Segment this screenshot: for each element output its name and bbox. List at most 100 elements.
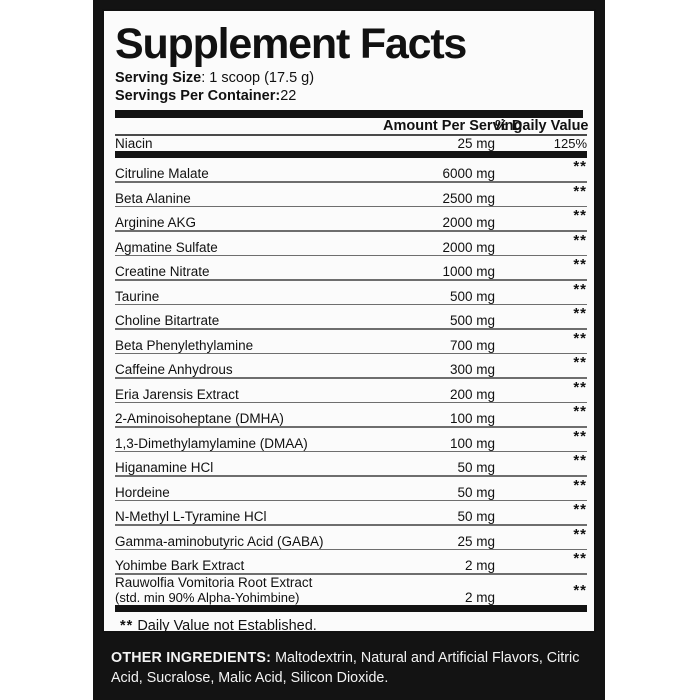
table-row: Citruline Malate 6000 mg ** [115,158,587,181]
ingredient-amount: 700 mg [449,337,495,353]
ingredient-amount: 50 mg [457,509,495,524]
table-row: Arginine AKG 2000 mg ** [115,207,587,230]
row-separator [115,230,587,232]
ingredient-name: Eria Jarensis Extract [115,386,239,402]
ingredient-amount: 100 mg [449,435,495,451]
ingredient-daily-value: ** [573,427,587,445]
table-row: Higanamine HCl 50 mg ** [115,452,587,475]
supplement-facts-box: Supplement Facts Serving Size: 1 scoop (… [102,9,596,634]
ingredient-daily-value: ** [573,280,587,298]
table-row: Caffeine Anhydrous 300 mg ** [115,354,587,377]
row-separator [115,303,587,305]
row-separator [115,401,587,403]
ingredient-daily-value: 125% [553,136,587,151]
ingredient-amount: 300 mg [449,362,495,377]
other-ingredients-block: OTHER INGREDIENTS: Maltodextrin, Natural… [111,648,589,688]
ingredient-amount: 2000 mg [442,239,495,255]
ingredient-name: N-Methyl L-Tyramine HCl [115,509,267,524]
row-separator [115,352,587,354]
ingredient-name: Yohimbe Bark Extract [115,558,245,573]
table-row: 1,3-Dimethylamylamine (DMAA) 100 mg ** [115,428,587,451]
ingredient-daily-value: ** [573,378,587,396]
ingredient-amount: 2500 mg [442,190,495,206]
servings-per-container-value: 22 [280,88,297,104]
ingredient-amount: 1000 mg [442,264,495,279]
footnote-stars: ** [120,617,134,634]
ingredient-name: Citruline Malate [115,166,209,181]
table-row: Beta Phenylethylamine 700 mg ** [115,330,587,353]
ingredient-daily-value: ** [573,231,587,249]
ingredient-daily-value: ** [573,329,587,347]
ingredient-name-sub: (std. min 90% Alpha-Yohimbine) [115,589,300,605]
nutrition-table: Amount Per Serving % Daily Value Niacin 2… [115,118,589,612]
column-header-amount: Amount Per Serving [383,118,523,134]
ingredient-name: Higanamine HCl [115,460,214,475]
row-separator [115,181,587,183]
table-row: 2-Aminoisoheptane (DMHA) 100 mg ** [115,403,587,426]
ingredient-name: Rauwolfia Vomitoria Root Extract (std. mi… [115,575,383,605]
row-separator [115,151,587,158]
product-label-panel: Supplement Facts Serving Size: 1 scoop (… [93,0,605,700]
ingredient-amount: 500 mg [449,313,495,328]
table-header: Amount Per Serving % Daily Value [115,118,589,136]
ingredient-daily-value: ** [573,525,587,543]
ingredient-name: 1,3-Dimethylamylamine (DMAA) [115,435,308,451]
table-row: Niacin 25 mg 125% [115,136,587,151]
ingredient-name: Agmatine Sulfate [115,239,218,255]
table-row: Eria Jarensis Extract 200 mg ** [115,379,587,402]
ingredient-amount: 2000 mg [442,215,495,230]
ingredient-amount: 500 mg [449,288,495,304]
ingredient-daily-value: ** [573,581,587,599]
ingredient-amount: 25 mg [457,533,495,549]
ingredient-name: Gamma-aminobutyric Acid (GABA) [115,533,324,549]
ingredient-amount: 100 mg [449,411,495,426]
table-row: Hordeine 50 mg ** [115,477,587,500]
column-header-name [115,118,383,134]
serving-size-value: : 1 scoop (17.5 g) [201,70,315,86]
row-separator [115,426,587,428]
row-separator [115,450,587,452]
ingredient-name: Creatine Nitrate [115,264,210,279]
table-row: N-Methyl L-Tyramine HCl 50 mg ** [115,501,587,524]
row-separator [115,475,587,477]
ingredient-name: Taurine [115,288,160,304]
row-separator [115,524,587,526]
row-separator [115,548,587,550]
ingredient-daily-value: ** [573,550,587,567]
table-body: Niacin 25 mg 125% Citruline Malate 6000 mg **… [115,136,587,612]
table-row: Yohimbe Bark Extract 2 mg ** [115,550,587,573]
row-separator [115,328,587,330]
row-separator [115,499,587,501]
other-ingredients-text: Maltodextrin, Natural and Artificial Fla… [111,650,580,686]
footnote: ** Daily Value not Established. [115,612,583,634]
table-row: Choline Bitartrate 500 mg ** [115,305,587,328]
ingredient-amount: 2 mg [464,589,495,605]
ingredient-daily-value: ** [573,207,587,224]
ingredient-daily-value: ** [573,305,587,322]
ingredient-name: Caffeine Anhydrous [115,362,233,377]
table-row: Taurine 500 mg ** [115,281,587,304]
ingredient-name: Beta Phenylethylamine [115,337,254,353]
other-ingredients-label: OTHER INGREDIENTS: [111,650,272,666]
row-separator [115,279,587,281]
ingredient-name: Niacin [115,136,153,151]
ingredient-name: 2-Aminoisoheptane (DMHA) [115,411,284,426]
table-row: Rauwolfia Vomitoria Root Extract (std. mi… [115,575,587,605]
ingredient-name: Choline Bitartrate [115,313,220,328]
ingredient-daily-value: ** [573,256,587,273]
row-separator [115,254,587,256]
servings-per-container-label: Servings Per Container: [115,88,281,104]
row-separator [115,377,587,379]
servings-per-container-line: Servings Per Container:22 [115,87,583,105]
ingredient-amount: 200 mg [449,386,495,402]
ingredient-daily-value: ** [573,501,587,518]
table-row: Agmatine Sulfate 2000 mg ** [115,232,587,255]
column-header-daily-value: % Daily Value [495,118,589,134]
row-separator [115,205,587,207]
table-row: Gamma-aminobutyric Acid (GABA) 25 mg ** [115,526,587,549]
ingredient-daily-value: ** [573,403,587,420]
ingredient-name: Beta Alanine [115,190,191,206]
ingredient-daily-value: ** [573,476,587,494]
ingredient-amount: 6000 mg [442,166,495,181]
